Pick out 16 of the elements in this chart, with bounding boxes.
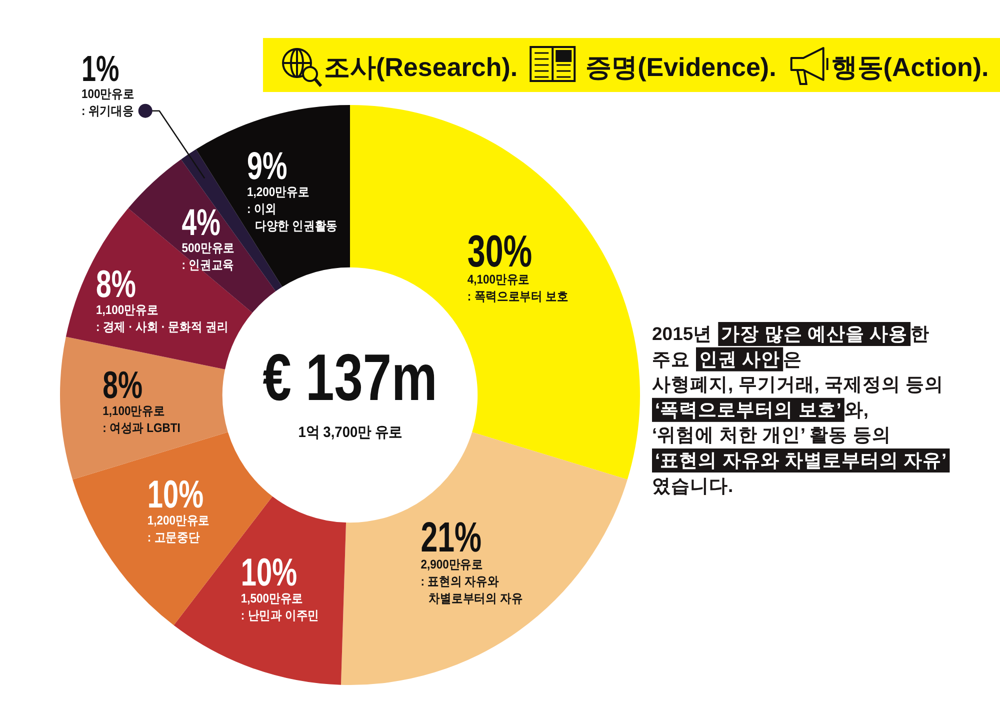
slice-label: 1% 100만유로 : 위기대응	[82, 48, 134, 118]
slice-label: : 경제 · 사회 · 문화적 권리	[96, 320, 228, 334]
slice-label: 9% 1,200만유로 : 이외 다양한 인권활동	[247, 146, 338, 234]
paragraph: 2015년 가장 많은 예산을 사용 한 주요 인권 사안 은 사형폐지, 무기거래, 국제정의 등의 ‘폭력으로부터의 보호’ 와, ‘위험에 처한 개인’ 활동 등의 ‘표현의 자유와 차별로부터의 자유’ 였습니다.	[652, 322, 950, 496]
text: € 137m	[262, 340, 438, 414]
slice-label: 4% 500만유로 : 인권교육	[182, 202, 235, 272]
slice-label: 8% 1,100만유로 : 여성과 LGBTI	[102, 364, 180, 435]
slice-label: 30% 4,100만유로 : 폭력으로부터 보호	[467, 228, 568, 304]
slice-label: 10% 1,500만유로 : 난민과 이주민	[240, 550, 319, 622]
text: 조사(Research).	[324, 52, 518, 82]
text: 1억 3,700만 유로	[298, 424, 402, 442]
slice-label: 10% 1,200만유로 : 고문중단	[147, 473, 210, 545]
slice-label: 21% 2,900만유로 : 표현의 자유와 차별로부터의 자유	[420, 514, 523, 606]
text: 1,100만유로	[96, 302, 158, 318]
text: 증명(Evidence).	[586, 52, 776, 82]
text: 행동(Action).	[831, 52, 989, 82]
